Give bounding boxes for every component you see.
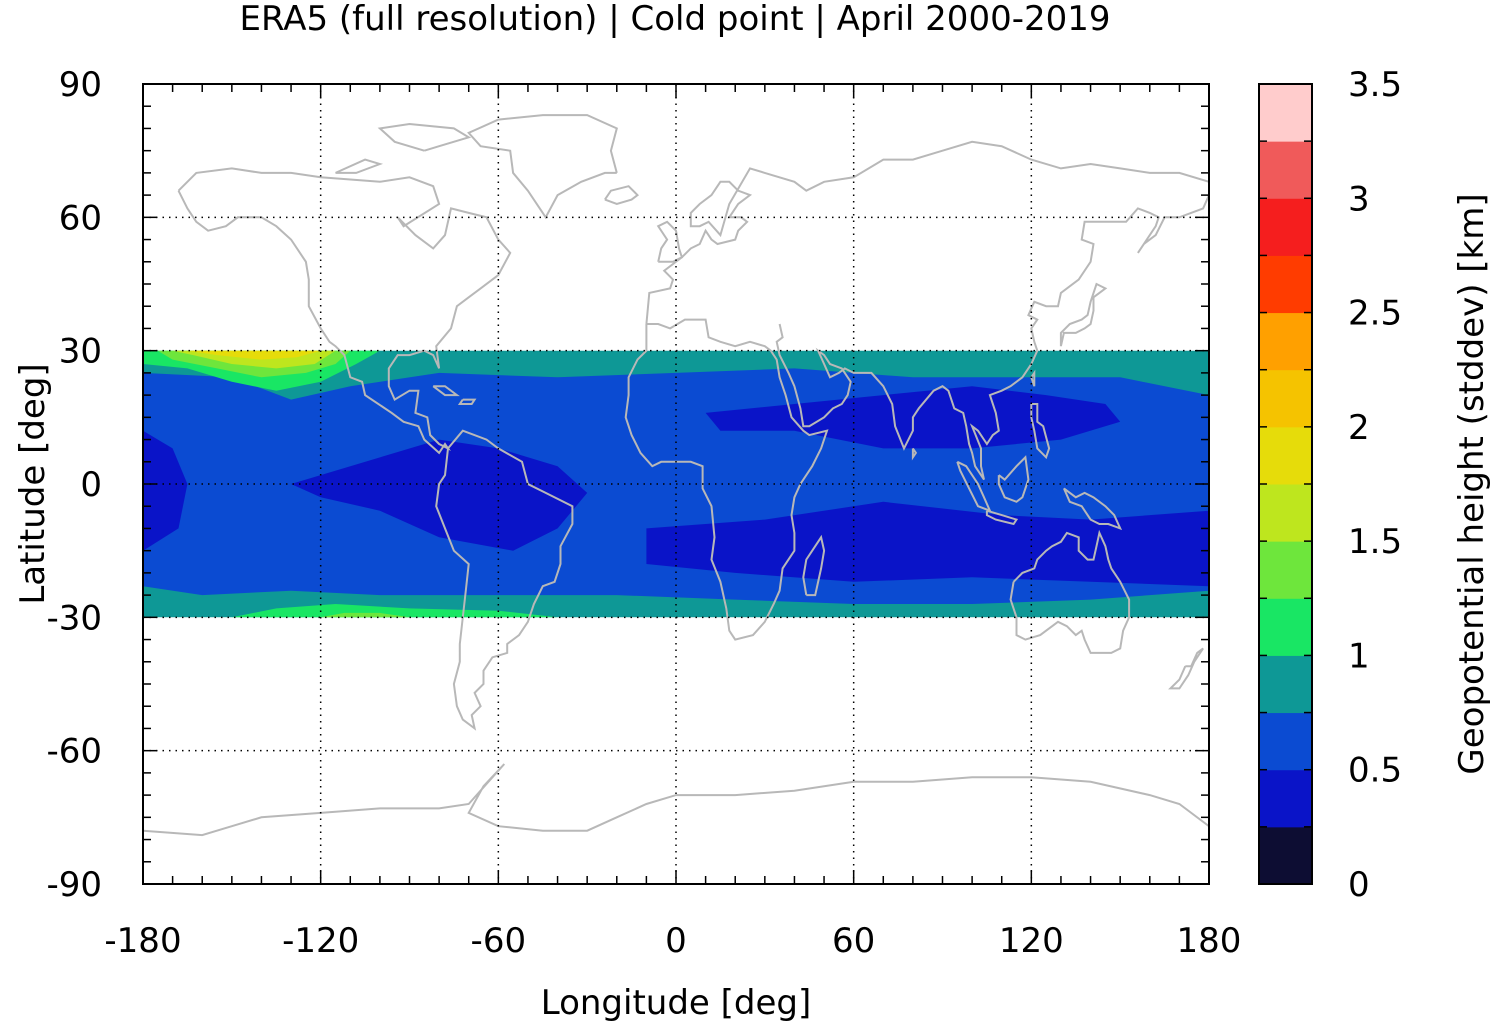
heatmap-field	[143, 350, 1209, 618]
grid-lines	[143, 84, 1209, 884]
y-tick-label: 0	[80, 465, 102, 505]
coastline-23	[1030, 369, 1036, 387]
y-axis-label: Latitude [deg]	[13, 363, 53, 604]
chart-title: ERA5 (full resolution) | Cold point | Ap…	[239, 0, 1110, 39]
x-tick-label: -180	[104, 921, 181, 961]
coastline-17	[335, 158, 384, 174]
colorbar-label: Geopotential height (stddev) [km]	[1452, 193, 1492, 774]
axis-ticks: -180 -120 -60 0 60 120 180 90 60 30 0 -30 -60 -90	[46, 65, 1241, 961]
colorbar-swatch-2	[1259, 712, 1312, 771]
y-tick-label: -30	[46, 598, 102, 638]
colorbar-tick-label: 1	[1348, 636, 1370, 676]
coastline-1	[435, 429, 574, 731]
colorbar-swatch-8	[1259, 369, 1312, 428]
colorbar-swatch-7	[1259, 426, 1312, 485]
coastline-5	[1009, 529, 1131, 654]
colorbar-tick-label: 3.5	[1348, 65, 1402, 105]
coastline-0	[177, 167, 512, 455]
field-region-11	[143, 430, 188, 551]
colorbar-swatch-4	[1259, 598, 1312, 656]
coastline-4	[775, 194, 1209, 481]
coastline-10	[1030, 403, 1051, 460]
colorbar-swatch-3	[1259, 655, 1312, 714]
y-tick-label: 30	[59, 332, 102, 372]
coastline-18	[1168, 647, 1204, 690]
colorbar-swatch-10	[1259, 255, 1312, 314]
y-tick-label: -90	[46, 865, 102, 905]
x-tick-label: -60	[471, 921, 527, 961]
coastline-16	[377, 122, 472, 152]
colorbar-swatch-6	[1259, 484, 1312, 542]
coastlines	[143, 114, 1209, 837]
colorbar-tick-label: 1.5	[1348, 522, 1402, 562]
coastline-15	[467, 114, 618, 220]
colorbar-tick-label: 0.5	[1348, 751, 1402, 791]
x-axis-label: Longitude [deg]	[541, 983, 812, 1023]
coastline-19	[143, 763, 1209, 837]
field-region-8	[291, 439, 588, 551]
x-tick-label: -120	[282, 921, 359, 961]
colorbar: 0 0.5 1 1.5 2 2.5 3 3.5	[1258, 65, 1402, 905]
colorbar-tick-label: 2.5	[1348, 294, 1402, 334]
plot-area	[143, 114, 1209, 837]
colorbar-swatch-9	[1259, 312, 1312, 371]
coastline-8	[997, 455, 1030, 503]
field-region-7	[320, 612, 410, 618]
coastline-22	[911, 447, 918, 461]
coastline-7	[985, 509, 1019, 526]
x-tick-label: 120	[999, 921, 1064, 961]
y-tick-label: 60	[59, 198, 102, 238]
y-tick-label: -60	[46, 732, 102, 772]
colorbar-swatch-12	[1259, 141, 1312, 199]
coastline-2	[624, 318, 829, 641]
coastline-13	[656, 220, 684, 263]
colorbar-tick-label: 2	[1348, 408, 1370, 448]
field-region-9	[646, 501, 1209, 587]
x-tick-label: 180	[1177, 921, 1242, 961]
y-tick-label: 90	[59, 65, 102, 105]
field-region-5	[187, 350, 321, 360]
coastline-20	[432, 385, 460, 397]
field-region-6	[231, 604, 558, 618]
coastline-11	[1059, 282, 1108, 347]
coastline-21	[457, 398, 477, 405]
x-tick-label: 60	[832, 921, 875, 961]
coastline-14	[604, 185, 640, 206]
colorbar-swatch-1	[1259, 769, 1312, 828]
colorbar-swatch-5	[1259, 541, 1312, 599]
colorbar-tick-label: 0	[1348, 865, 1370, 905]
colorbar-swatch-11	[1259, 198, 1312, 256]
colorbar-tick-label: 3	[1348, 179, 1370, 219]
colorbar-swatch-13	[1259, 84, 1312, 142]
coastline-9	[1062, 487, 1123, 531]
coastline-12	[802, 534, 826, 597]
colorbar-swatch-0	[1259, 826, 1312, 885]
x-tick-label: 0	[665, 921, 687, 961]
coastline-3	[645, 140, 1209, 325]
